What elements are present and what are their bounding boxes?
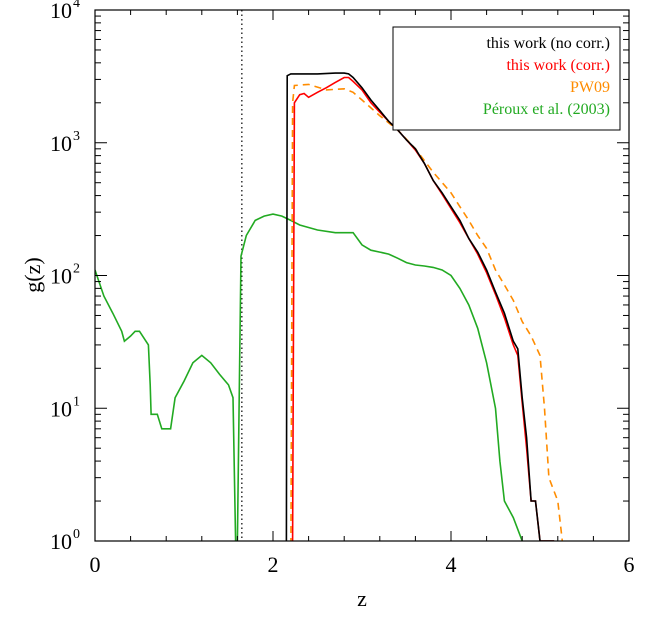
legend-box [392, 26, 621, 131]
y-tick-exponent: 3 [73, 129, 80, 144]
y-tick-label: 10 [50, 264, 72, 289]
series-line-2 [290, 83, 564, 541]
ticks-group [94, 10, 630, 542]
legend-item: this work (corr.) [506, 57, 610, 74]
y-tick-exponent: 0 [73, 527, 80, 542]
y-tick-label: 10 [50, 131, 72, 156]
legend: this work (no corr.) this work (corr.) PW0… [392, 26, 621, 131]
legend-item: Péroux et al. (2003) [483, 101, 610, 118]
legend-item: this work (no corr.) [486, 35, 610, 52]
y-tick-exponent: 1 [73, 394, 80, 409]
x-tick-label: 6 [624, 552, 635, 577]
y-tick-label: 10 [50, 0, 72, 23]
series-line-1 [291, 76, 555, 541]
x-tick-label: 4 [446, 552, 457, 577]
series-line-3 [95, 213, 524, 541]
legend-item: PW09 [570, 79, 610, 96]
x-tick-labels: 0 2 4 6 [90, 552, 635, 577]
x-axis-label: z [357, 586, 367, 611]
y-tick-exponent: 4 [73, 0, 80, 11]
y-tick-label: 10 [50, 529, 72, 554]
series-group [95, 10, 564, 541]
series-line-0 [285, 72, 555, 541]
legend-items: this work (no corr.) this work (corr.) PW0… [483, 35, 610, 118]
y-tick-exponent: 2 [73, 262, 80, 277]
y-tick-label: 10 [50, 396, 72, 421]
x-tick-label: 0 [90, 552, 101, 577]
y-axis-label: g(z) [20, 257, 45, 292]
x-tick-label: 2 [268, 552, 279, 577]
